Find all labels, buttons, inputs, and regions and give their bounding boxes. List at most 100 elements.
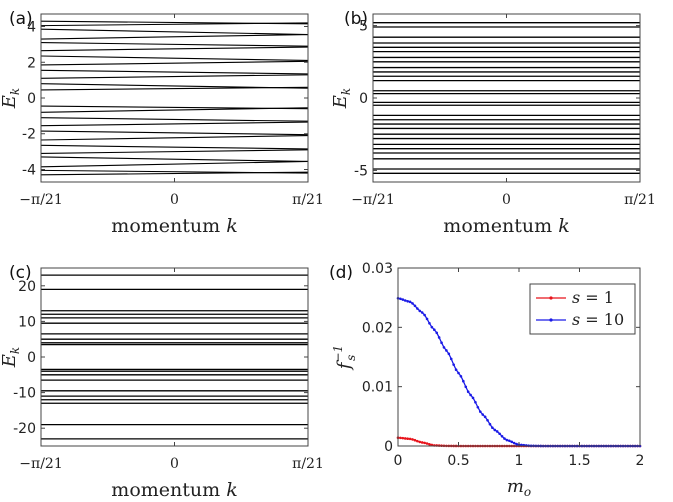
series-1-point bbox=[406, 437, 409, 441]
y-tick-label: 0 bbox=[384, 439, 393, 455]
series-1-point bbox=[428, 443, 431, 446]
series-2-point bbox=[420, 311, 424, 314]
legend-label-2: s = 10 bbox=[572, 310, 624, 329]
series-1-point bbox=[416, 439, 419, 443]
series-1-point bbox=[425, 442, 429, 445]
axes-frame bbox=[40, 13, 309, 183]
series-2-point bbox=[457, 371, 460, 375]
series-1-point bbox=[403, 437, 407, 440]
y-tick-label: -5 bbox=[354, 163, 368, 179]
series-2-point bbox=[425, 317, 429, 321]
panel-label-b: (b) bbox=[344, 9, 368, 29]
x-tick-label: 0 bbox=[394, 453, 403, 469]
band-line-8 bbox=[40, 130, 309, 136]
band-line-6 bbox=[40, 144, 309, 150]
series-2-point bbox=[408, 300, 412, 304]
series-2-point bbox=[471, 396, 475, 400]
legend-marker-1 bbox=[549, 296, 553, 300]
y-tick-label: 0 bbox=[27, 91, 36, 107]
panel-label-c: (c) bbox=[9, 263, 32, 283]
series-2-point bbox=[498, 432, 501, 436]
panel-d-line-plot: 0 0.01 0.02 0.03 0 0.5 1 1.5 2 mo f−1s s = 1 s = 10 bbox=[331, 261, 644, 499]
x-tick-label: 0 bbox=[170, 192, 179, 208]
y-tick-label: 0 bbox=[359, 91, 368, 107]
series-2-point bbox=[476, 405, 480, 409]
series-2-point bbox=[495, 430, 499, 433]
band-line-16 bbox=[40, 69, 309, 75]
y-tick-label: 2 bbox=[27, 55, 36, 71]
x-axis-label: momentum k bbox=[443, 215, 569, 237]
axes-frame bbox=[372, 13, 641, 183]
y-axis-label: Ek bbox=[330, 88, 353, 109]
series-2-point bbox=[428, 321, 431, 325]
series-2-point bbox=[503, 437, 506, 440]
x-axis-label: momentum k bbox=[111, 215, 237, 237]
panel-c-band-plot: -20 -10 0 10 20 −π/21 0 π/21 momentum k Ek bbox=[0, 267, 324, 501]
series-2-point bbox=[449, 357, 453, 361]
series-2-point bbox=[423, 313, 426, 317]
band-line-18 bbox=[40, 55, 309, 62]
y-tick-label: -2 bbox=[22, 127, 36, 143]
series-2-point bbox=[493, 428, 497, 432]
band-line-9 bbox=[40, 121, 309, 127]
series-2-point bbox=[474, 400, 477, 404]
series-2-point bbox=[478, 410, 482, 413]
series-2-point bbox=[500, 435, 504, 438]
series-2-point bbox=[437, 336, 441, 339]
series-2-point bbox=[481, 413, 485, 416]
series-2-point bbox=[413, 304, 417, 308]
x-axis-label: mo bbox=[507, 476, 531, 499]
series-2-point bbox=[418, 309, 422, 313]
x-tick-label: π/21 bbox=[624, 192, 656, 208]
series-1-point bbox=[420, 441, 424, 444]
series-2-point bbox=[433, 328, 436, 332]
series-2-point bbox=[411, 302, 414, 305]
x-tick-label: 0 bbox=[170, 456, 179, 472]
y-tick-label: 10 bbox=[18, 314, 36, 330]
series-2-point bbox=[401, 298, 405, 301]
series-2-point bbox=[459, 374, 463, 378]
band-line-4 bbox=[40, 156, 309, 162]
series-2-point bbox=[452, 363, 455, 366]
series-2-point bbox=[454, 368, 458, 371]
band-line-24 bbox=[40, 20, 309, 25]
y-tick-label: -4 bbox=[22, 162, 36, 178]
y-axis-label: Ek bbox=[0, 347, 22, 368]
series-2-point bbox=[510, 440, 514, 444]
band-line-21 bbox=[40, 34, 309, 40]
band-line-19 bbox=[40, 46, 309, 52]
series-2-point bbox=[399, 297, 402, 301]
x-tick-label: −π/21 bbox=[19, 192, 62, 208]
band-line-7 bbox=[40, 134, 309, 141]
x-tick-label: 1 bbox=[515, 453, 524, 469]
series-2-point bbox=[508, 439, 511, 443]
x-tick-label: 0.5 bbox=[447, 453, 469, 469]
x-tick-label: 0 bbox=[502, 192, 511, 208]
band-line-17 bbox=[40, 60, 309, 66]
panel-label-d: (d) bbox=[329, 263, 353, 283]
band-line-3 bbox=[40, 160, 309, 168]
series-2-point bbox=[403, 299, 407, 302]
x-axis-label: momentum k bbox=[111, 479, 237, 501]
series-2-point bbox=[435, 331, 439, 335]
band-line-5 bbox=[40, 149, 309, 154]
series-2-point bbox=[505, 438, 509, 442]
panel-label-a: (a) bbox=[9, 9, 33, 29]
band-line-10 bbox=[40, 117, 309, 122]
y-tick-label: 0.03 bbox=[362, 261, 393, 277]
series-2-point bbox=[512, 441, 516, 445]
legend-marker-2 bbox=[549, 318, 553, 322]
series-2-point bbox=[442, 346, 446, 349]
legend: s = 1 s = 10 bbox=[529, 283, 636, 335]
panel-b-band-plot: -5 0 5 −π/21 0 π/21 momentum k Ek bbox=[330, 13, 656, 237]
series-2-point bbox=[430, 325, 434, 329]
band-line-14 bbox=[40, 83, 309, 89]
series-1-point bbox=[423, 441, 426, 445]
series-2-point bbox=[447, 352, 451, 356]
x-tick-label: π/21 bbox=[292, 192, 324, 208]
x-tick-label: 2 bbox=[636, 453, 645, 469]
band-line-22 bbox=[40, 28, 309, 36]
series-1-point bbox=[411, 438, 414, 441]
series-2-point bbox=[445, 349, 448, 352]
